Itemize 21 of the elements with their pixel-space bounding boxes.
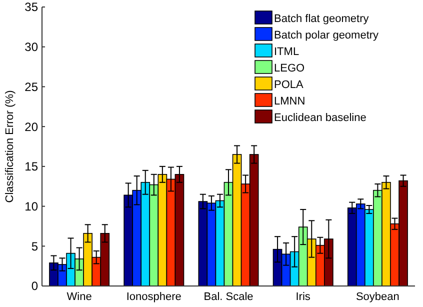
- y-tick-label: 35: [24, 0, 38, 14]
- y-tick-label: 30: [24, 40, 38, 54]
- x-tick-label: Iris: [296, 291, 311, 303]
- y-tick-label: 20: [24, 120, 38, 134]
- legend-label: LMNN: [274, 95, 306, 108]
- x-tick-label: Bal. Scale: [204, 291, 254, 303]
- legend-label: ITML: [274, 46, 300, 58]
- y-tick-label: 15: [24, 160, 38, 174]
- legend-label: LEGO: [274, 62, 306, 74]
- x-tick-label: Soybean: [356, 291, 400, 303]
- y-tick-label: 0: [31, 279, 38, 294]
- legend-label: Batch polar geometry: [274, 29, 380, 42]
- legend-label: Batch flat geometry: [274, 12, 370, 25]
- y-tick-label: 5: [31, 239, 38, 254]
- y-tick-label: 25: [24, 80, 38, 94]
- x-tick-label: Wine: [66, 291, 92, 303]
- x-tick-label: Ionosphere: [126, 291, 182, 303]
- y-tick-label: 10: [24, 199, 38, 214]
- y-axis-title: Classification Error (%): [4, 90, 16, 203]
- legend-label: Euclidean baseline: [274, 112, 366, 124]
- legend-label: POLA: [274, 78, 304, 91]
